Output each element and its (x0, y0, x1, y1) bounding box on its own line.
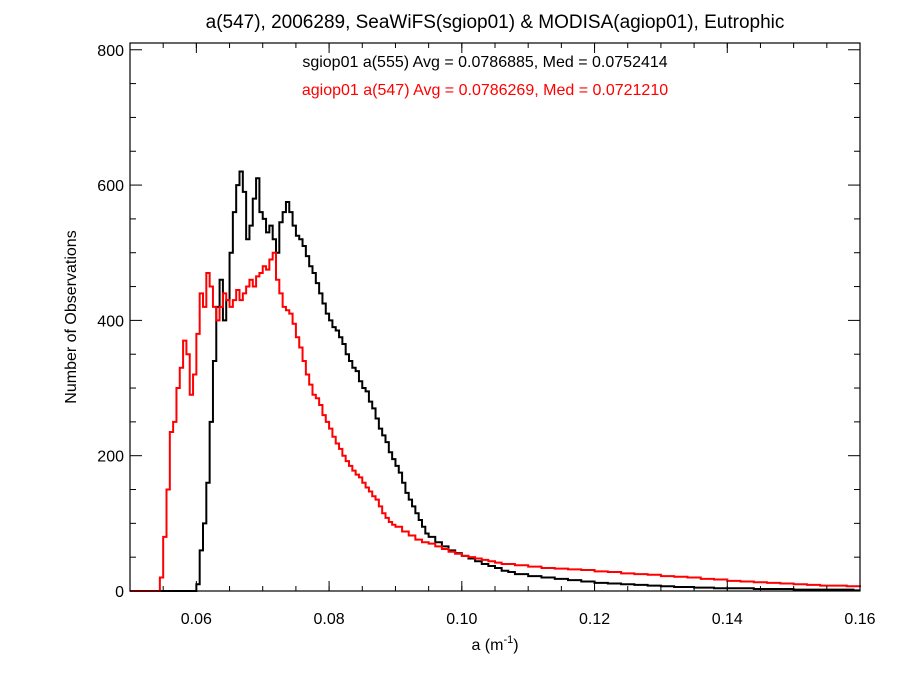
chart-title: a(547), 2006289, SeaWiFS(sgiop01) & MODI… (206, 12, 785, 33)
y-axis: 0 200 400 600 800 (97, 43, 860, 601)
legend-entry-sgiop01: sgiop01 a(555) Avg = 0.0786885, Med = 0.… (302, 54, 667, 71)
legend-entry-agiop01: agiop01 a(547) Avg = 0.0786269, Med = 0.… (302, 82, 668, 99)
x-tick-label: 0.10 (446, 611, 477, 628)
x-axis-label: a (m-1) (471, 634, 518, 654)
x-tick-label: 0.08 (314, 611, 345, 628)
y-tick-label: 0 (115, 584, 124, 601)
x-tick-label: 0.06 (181, 611, 212, 628)
y-axis-label: Number of Observations (63, 230, 80, 403)
y-tick-label: 200 (97, 449, 124, 466)
x-tick-label: 0.14 (712, 611, 743, 628)
series-line-agiop01 (130, 251, 861, 592)
x-tick-label: 0.12 (579, 611, 610, 628)
y-tick-label: 800 (97, 43, 124, 60)
x-axis-label-close: ) (513, 637, 518, 654)
x-tick-label: 0.16 (844, 611, 875, 628)
y-tick-label: 400 (97, 313, 124, 330)
series-layer (130, 170, 861, 592)
x-axis-label-sup: -1 (503, 634, 513, 646)
y-tick-label: 600 (97, 178, 124, 195)
x-axis-label-base: a (m (471, 637, 503, 654)
x-axis: 0.06 0.08 0.10 0.12 0.14 0.16 (162, 43, 876, 628)
plot-frame (129, 42, 861, 592)
series-line-sgiop01 (130, 170, 860, 592)
